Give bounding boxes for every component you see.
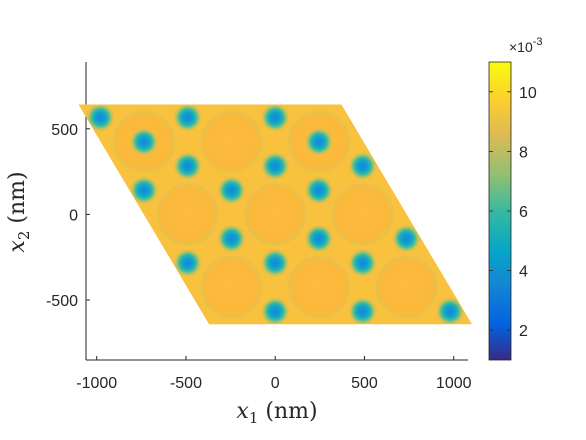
colorbar-exponent: ×10-3 [509, 36, 543, 55]
inclusion-circle [156, 183, 219, 246]
field-hotspot [391, 223, 422, 254]
field-hotspot [173, 296, 203, 324]
field-hotspot [260, 248, 290, 278]
colorbar-tick-label: 8 [519, 144, 528, 161]
field-hotspot [260, 104, 290, 133]
field-hotspot [173, 104, 203, 133]
inclusion-circle [375, 256, 438, 318]
colorbar-tick-label: 2 [519, 323, 528, 340]
inclusion-circle [332, 183, 394, 246]
x-tick-label: 1000 [436, 375, 472, 392]
rhombus-outline [78, 104, 473, 325]
colorbar-ticks: 2 4 6 8 10 [489, 85, 537, 340]
colorbar-tick-label: 6 [519, 204, 528, 221]
y-ticks: -500 0 500 [46, 122, 90, 310]
x-axis-label-unit: (nm) [265, 399, 317, 424]
x-tick-label: -1000 [76, 375, 117, 392]
inclusion-circle [200, 256, 263, 318]
field-hotspot [216, 175, 247, 205]
field-hotspot [348, 296, 378, 324]
x-tick-label: 0 [271, 375, 280, 392]
colorbar-tick-label: 4 [519, 264, 528, 281]
field-hotspot [260, 296, 290, 324]
field-hotspot [129, 127, 159, 157]
field-hotspot [304, 175, 334, 205]
y-axis-label-var: x [5, 240, 30, 253]
inclusion-circle [200, 111, 263, 173]
field-hotspot [304, 127, 334, 157]
inclusion-circle [244, 183, 306, 246]
x-axis-label: x1 (nm) [236, 399, 317, 427]
field-hotspot [216, 223, 247, 254]
inclusion-circle [288, 256, 350, 318]
y-tick-label: 0 [69, 207, 78, 224]
y-axis-label-sub: 2 [15, 231, 33, 241]
y-tick-label: 500 [51, 122, 78, 139]
colorbar-exponent-base: ×10 [509, 39, 533, 55]
field-hotspot [260, 151, 290, 181]
colorbar-tick-label: 10 [519, 85, 537, 102]
colorbar-exponent-power: -3 [533, 36, 543, 48]
y-axis-label-unit: (nm) [5, 171, 30, 223]
x-ticks: -1000 -500 0 500 1000 [76, 356, 472, 392]
y-tick-label: -500 [46, 293, 78, 310]
field-hotspot [173, 248, 203, 278]
x-tick-label: -500 [170, 375, 202, 392]
y-axis-label: x2 (nm) [5, 171, 33, 252]
field-hotspot [129, 175, 159, 205]
x-axis-label-sub: 1 [249, 409, 259, 427]
field-hotspot [348, 248, 378, 278]
field-hotspot [85, 104, 116, 133]
x-axis-label-var: x [236, 399, 249, 424]
field-hotspot [173, 151, 203, 181]
x-tick-label: 500 [351, 375, 378, 392]
field-hotspot [348, 151, 378, 181]
field-hotspot [304, 223, 334, 254]
field-hotspot [435, 296, 465, 324]
field-hotspot [348, 104, 378, 133]
